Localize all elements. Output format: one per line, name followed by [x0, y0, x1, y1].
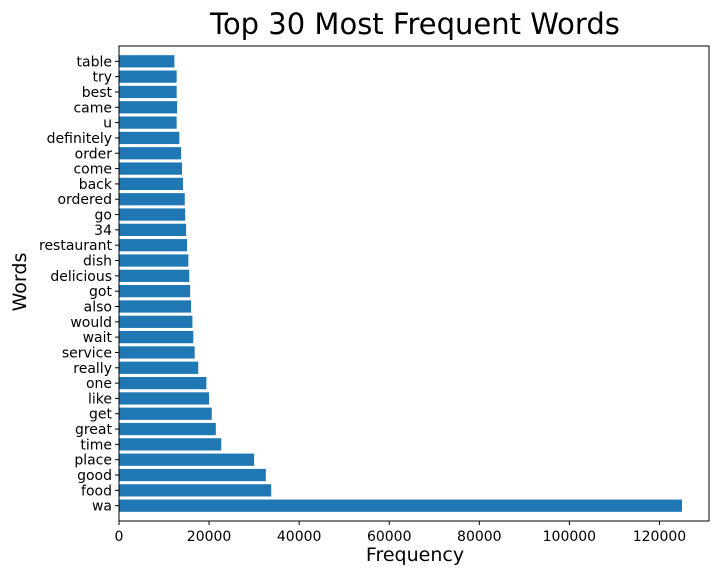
bar-really: [119, 361, 199, 374]
bar-wa: [119, 499, 682, 512]
y-axis-label: Words: [9, 253, 31, 312]
y-tick-label: u: [103, 116, 112, 132]
x-tick-label: 40000: [277, 529, 322, 545]
bar-u: [119, 116, 177, 129]
y-tick-label: get: [89, 407, 113, 423]
y-axis-ticks: wafoodgoodplacetimegreatgetlikeonereally…: [39, 54, 119, 515]
bar-order: [119, 147, 182, 160]
y-tick-label: 34: [94, 223, 112, 239]
bar-try: [119, 70, 177, 83]
bar-one: [119, 376, 207, 390]
y-tick-label: restaurant: [39, 238, 113, 254]
y-tick-label: really: [73, 361, 112, 377]
y-tick-label: would: [70, 315, 112, 331]
y-tick-label: definitely: [47, 131, 112, 147]
y-tick-label: time: [80, 437, 112, 453]
bar-delicious: [119, 269, 190, 282]
bar-34: [119, 223, 187, 236]
x-tick-label: 120000: [633, 529, 686, 545]
chart-title: Top 30 Most Frequent Words: [209, 7, 620, 41]
x-tick-label: 20000: [187, 529, 232, 545]
y-tick-label: best: [82, 85, 113, 101]
bar-restaurant: [119, 239, 188, 252]
bar-come: [119, 162, 183, 175]
y-tick-label: got: [89, 284, 112, 300]
bar-get: [119, 407, 212, 420]
y-tick-label: place: [74, 453, 112, 469]
y-tick-label: good: [77, 468, 112, 484]
bar-would: [119, 315, 193, 328]
y-tick-label: wait: [83, 330, 113, 346]
y-tick-label: go: [95, 208, 112, 224]
bar-came: [119, 101, 178, 114]
x-tick-label: 60000: [367, 529, 412, 545]
y-tick-label: like: [88, 391, 112, 407]
bar-also: [119, 300, 192, 313]
bar-go: [119, 208, 186, 221]
bar-definitely: [119, 131, 180, 145]
y-tick-label: back: [79, 177, 113, 193]
plot-frame: [118, 45, 710, 522]
bar-service: [119, 346, 195, 359]
y-tick-label: one: [86, 376, 112, 392]
y-tick-label: delicious: [50, 269, 112, 285]
bars-group: [119, 55, 682, 512]
y-tick-label: service: [62, 345, 112, 361]
y-tick-label: came: [73, 100, 112, 116]
y-tick-label: table: [77, 54, 112, 70]
y-tick-label: wa: [92, 499, 112, 515]
y-tick-label: ordered: [57, 192, 112, 208]
y-tick-label: dish: [83, 254, 112, 270]
bar-best: [119, 85, 177, 99]
bar-great: [119, 422, 216, 436]
x-tick-label: 100000: [543, 529, 596, 545]
bar-dish: [119, 254, 189, 267]
x-tick-label: 80000: [457, 529, 502, 545]
y-tick-label: come: [73, 162, 112, 178]
x-tick-label: 0: [115, 529, 124, 545]
bar-got: [119, 285, 191, 298]
y-tick-label: food: [81, 483, 112, 499]
y-tick-label: also: [84, 299, 112, 315]
bar-good: [119, 468, 266, 482]
y-tick-label: order: [75, 146, 113, 162]
bar-food: [119, 484, 272, 497]
bar-time: [119, 438, 222, 451]
bar-ordered: [119, 193, 185, 206]
bar-wait: [119, 331, 194, 344]
bar-like: [119, 392, 210, 405]
y-tick-label: try: [92, 70, 112, 86]
x-axis-label: Frequency: [366, 544, 464, 566]
bar-table: [119, 55, 175, 68]
bar-back: [119, 177, 183, 191]
y-tick-label: great: [75, 422, 113, 438]
x-axis-ticks: 0 20000 40000 60000 80000 100000 120000: [115, 521, 686, 545]
bar-place: [119, 453, 255, 466]
